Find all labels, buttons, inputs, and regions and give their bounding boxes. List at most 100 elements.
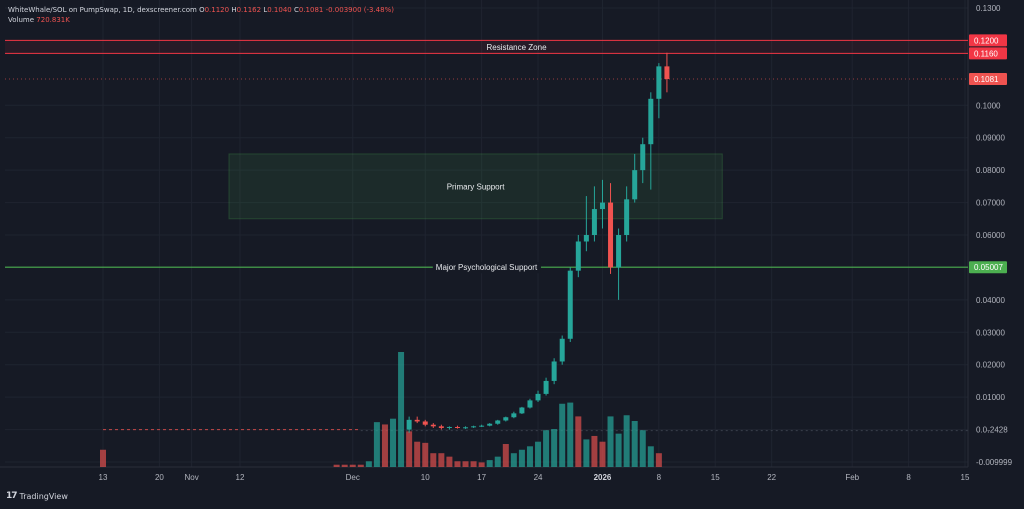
volume-bar (100, 449, 106, 467)
candle-body (551, 361, 557, 381)
volume-bar (349, 464, 356, 467)
candle-body (575, 241, 581, 271)
volume-bar (535, 441, 542, 467)
candle-body (583, 235, 589, 242)
volume-bar (502, 444, 509, 467)
candle-body (511, 413, 517, 418)
time-tick-label: 13 (99, 473, 108, 482)
ohlc-o: O0.1120 (199, 6, 231, 14)
volume-bar (357, 464, 364, 467)
time-tick-label: 22 (767, 473, 776, 482)
volume-bar (430, 453, 437, 467)
candle-body (591, 209, 597, 235)
volume-bar (470, 461, 477, 467)
volume-bar (583, 439, 590, 467)
candle-body (519, 407, 525, 414)
volume-bar (478, 462, 485, 467)
volume-bar (526, 446, 533, 467)
volume-bar (631, 421, 638, 467)
volume-bar (591, 435, 598, 467)
ohlc-value: 0.1081 (298, 6, 324, 14)
ohlc-c: C0.1081 (294, 6, 326, 14)
price-tick-label: 0.1000 (976, 101, 1001, 110)
ohlc-key: O (199, 6, 205, 14)
major-support-label-bg (432, 262, 541, 274)
volume-bar (398, 352, 405, 467)
volume-bar (647, 446, 654, 467)
candle-body (664, 66, 670, 80)
ohlc-value: 0.1040 (267, 6, 292, 14)
primary-support-zone (228, 153, 723, 220)
volume-bar (446, 456, 453, 467)
price-tick-label: 0.08000 (976, 166, 1005, 175)
candle-body (648, 98, 654, 145)
candle-body (599, 202, 605, 210)
chart-header: WhiteWhale/SOL on PumpSwap, 1D, dexscree… (8, 6, 394, 14)
candle-body (608, 202, 614, 268)
ohlc-key: C (293, 6, 299, 14)
time-tick-label: 8 (657, 473, 662, 482)
price-tick-label: 0.1300 (976, 4, 1001, 13)
candle-body (479, 425, 485, 427)
candle-body (463, 427, 469, 429)
time-tick-label: Nov (184, 473, 198, 482)
time-tick-label: 8 (906, 473, 911, 482)
candle-body (454, 426, 460, 428)
candle-body (422, 421, 428, 425)
candle-body (487, 423, 493, 426)
volume-bar (341, 464, 348, 467)
tradingview-name: TradingView (19, 491, 68, 501)
volume-bar (543, 430, 550, 467)
ohlc-l: L0.1040 (263, 6, 294, 14)
candle-body (632, 170, 638, 200)
price-tick-label: -0.009999 (976, 458, 1013, 467)
price-tick-label: 0.06000 (976, 231, 1005, 240)
volume-bar (406, 431, 413, 467)
ohlc-value: 0.1120 (204, 6, 230, 14)
candle-body (414, 419, 420, 422)
candle-body (503, 417, 509, 421)
candle-body (406, 419, 412, 430)
candle-body (543, 380, 549, 394)
volume-label: Volume (8, 16, 35, 24)
volume-bar (381, 424, 388, 467)
resistance-top-tag: 0.1200 (974, 36, 999, 45)
last-price-tag: 0.1081 (974, 75, 999, 84)
price-tick-label: 0.07000 (976, 199, 1005, 208)
volume-bar (486, 460, 493, 467)
volume-bar (518, 449, 525, 467)
price-tick-label: 0.02000 (976, 361, 1005, 370)
volume-bar (333, 464, 340, 467)
time-tick-label: 12 (236, 473, 245, 482)
volume-bar (390, 418, 397, 467)
volume-bar (639, 430, 646, 467)
ohlc-h: H0.1162 (231, 6, 263, 14)
candle-body (656, 66, 662, 99)
candle-body (640, 144, 646, 171)
price-tick-label: 0.0₇2428 (976, 426, 1008, 435)
resistance-top-tag-bg (969, 34, 1007, 47)
volume-bar (462, 461, 469, 467)
ohlc-readout: O0.1120 H0.1162 L0.1040 C0.1081 (199, 6, 326, 14)
volume-bar (454, 461, 461, 467)
volume-value: 720.831K (36, 16, 70, 24)
time-tick-label: 17 (477, 473, 486, 482)
candle-body (527, 400, 533, 408)
candle-body (446, 426, 452, 428)
ohlc-value: 0.1162 (236, 6, 262, 14)
candle-body (559, 338, 565, 362)
time-tick-label: Feb (845, 473, 859, 482)
volume-bar (494, 456, 501, 467)
resistance-bottom-tag-bg (969, 47, 1007, 60)
major-support-label: Major Psychological Support (436, 263, 538, 272)
resistance-zone-band (5, 40, 968, 54)
change-value: -0.003900 (-3.48%) (325, 6, 394, 14)
candle-body (438, 426, 444, 428)
volume-bar (607, 416, 614, 467)
time-tick-label: 24 (534, 473, 543, 482)
tradingview-logo[interactable]: 17 TradingView (6, 491, 68, 501)
resistance-zone-label: Resistance Zone (486, 43, 547, 52)
